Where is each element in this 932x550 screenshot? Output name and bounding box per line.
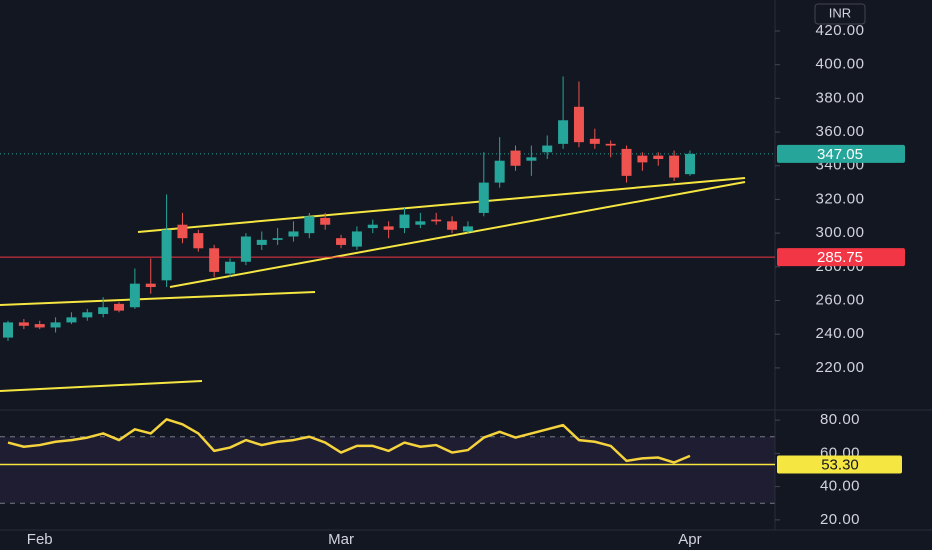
candle-body: [669, 155, 680, 178]
candle-body: [494, 160, 505, 183]
y-tick-label: 380.00: [816, 89, 865, 106]
trendline: [0, 291, 316, 306]
y-tick-label: 360.00: [816, 123, 865, 140]
candle-body: [145, 283, 156, 288]
candle-body: [114, 303, 125, 311]
candle-body: [510, 150, 521, 166]
trendline: [0, 380, 203, 392]
candle-body: [336, 238, 347, 245]
price-label-box: [777, 144, 905, 163]
trendlines: [0, 177, 746, 392]
x-tick-label: Apr: [678, 531, 701, 548]
candle-body: [161, 229, 172, 281]
candle-body: [447, 221, 458, 230]
candle-body: [367, 224, 378, 229]
candle-body: [415, 221, 426, 225]
candle-body: [272, 238, 283, 240]
rsi-line: [7, 418, 691, 464]
candle-body: [431, 219, 442, 222]
y-tick-label: 320.00: [816, 190, 865, 207]
y-tick-label: 220.00: [816, 359, 865, 376]
candle-body: [66, 317, 77, 323]
candle-body: [240, 236, 251, 262]
rsi-background: [0, 436, 775, 504]
candle-body: [129, 283, 140, 308]
candle-body: [558, 120, 569, 144]
candle-body: [573, 106, 584, 143]
candle-body: [3, 322, 13, 338]
candle-body: [684, 153, 695, 175]
trendline: [137, 177, 746, 233]
candle-body: [209, 248, 220, 272]
candle-body: [605, 143, 616, 146]
y-tick-label: 420.00: [816, 22, 865, 39]
y-tick-label: 260.00: [816, 291, 865, 308]
rsi-band: [0, 436, 775, 504]
candle-body: [288, 231, 299, 237]
price-label: 285.75: [817, 249, 863, 266]
value-label: 53.30: [821, 456, 859, 473]
y-tick-label: 80.00: [820, 411, 860, 428]
candle-body: [50, 322, 61, 328]
candle-body: [320, 217, 331, 225]
candle-body: [34, 324, 45, 328]
candle-body: [193, 233, 204, 249]
y-tick-label: 240.00: [816, 325, 865, 342]
currency-label: INR: [829, 5, 851, 20]
currency-box: [814, 3, 866, 25]
trendline: [169, 181, 746, 288]
y-tick-label: 400.00: [816, 56, 865, 73]
candle-body: [98, 307, 109, 314]
candle-body: [399, 214, 410, 229]
candle-body: [177, 224, 188, 239]
candle-body: [351, 231, 362, 247]
value-label-box: [777, 455, 902, 474]
candle-body: [478, 182, 489, 213]
candle-body: [304, 216, 315, 234]
x-tick-label: Feb: [27, 531, 53, 548]
y-tick-label: 40.00: [820, 478, 860, 495]
candle-body: [82, 312, 93, 318]
candle-body: [462, 226, 473, 232]
candle-body: [18, 322, 29, 326]
candle-body: [621, 148, 632, 176]
candle-body: [589, 138, 600, 144]
candle-body: [225, 261, 236, 274]
candle-body: [542, 145, 553, 153]
price-label: 347.05: [817, 146, 863, 163]
candle-body: [526, 157, 537, 161]
x-tick-label: Mar: [328, 531, 354, 548]
candle-body: [637, 155, 648, 163]
candle-body: [653, 155, 664, 160]
candle-body: [383, 226, 394, 230]
y-tick-label: 300.00: [816, 224, 865, 241]
price-label-box: [777, 248, 905, 267]
y-tick-label: 20.00: [820, 511, 860, 528]
candle-body: [256, 239, 267, 245]
